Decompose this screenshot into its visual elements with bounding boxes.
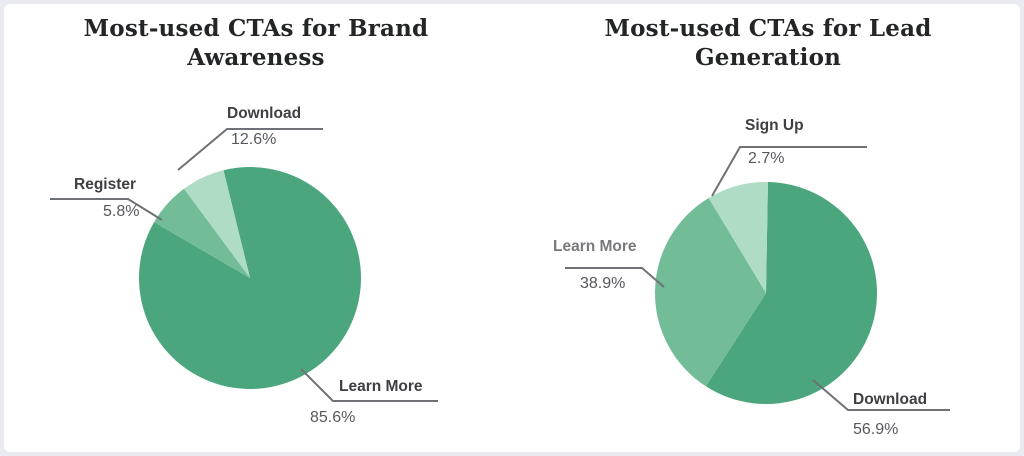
callout-label-learn-more: Learn More <box>553 238 637 255</box>
callout-value-sign-up: 2.7% <box>748 150 785 167</box>
callout-label-learn-more: Learn More <box>339 378 423 395</box>
chart-title-lead-generation: Most-used CTAs for Lead Generation <box>512 14 1024 72</box>
callout-leader-line <box>812 379 950 411</box>
chart-title-line: Generation <box>694 44 842 71</box>
callout-label-download: Download <box>227 105 302 122</box>
callout-leader-line <box>177 128 323 171</box>
pie-slice-download <box>705 182 878 405</box>
callout-value-download: 56.9% <box>853 421 899 438</box>
callout-label-download: Download <box>853 391 928 408</box>
pie-slice-register <box>154 188 250 278</box>
callout-leader-line <box>711 146 867 197</box>
callout-leader-line <box>565 267 665 288</box>
callout-label-sign-up: Sign Up <box>745 117 804 134</box>
pie-slice-download <box>183 170 250 278</box>
callout-value-download: 12.6% <box>231 131 277 148</box>
pie-slice-learn-more <box>139 166 362 389</box>
callout-value-learn-more: 38.9% <box>580 275 626 292</box>
callout-leader-line <box>50 198 163 221</box>
callout-leader-line <box>300 368 438 402</box>
pie-slice-sign-up <box>708 182 768 293</box>
chart-title-line: Most-used CTAs for Lead <box>604 15 932 42</box>
callout-value-register: 5.8% <box>103 203 140 220</box>
chart-title-line: Most-used CTAs for Brand <box>83 15 429 42</box>
chart-title-line: Awareness <box>187 44 325 71</box>
pie-slice-learn-more <box>654 197 766 387</box>
callout-label-register: Register <box>74 176 137 193</box>
chart-title-brand-awareness: Most-used CTAs for Brand Awareness <box>0 14 512 72</box>
callout-value-learn-more: 85.6% <box>310 409 356 426</box>
